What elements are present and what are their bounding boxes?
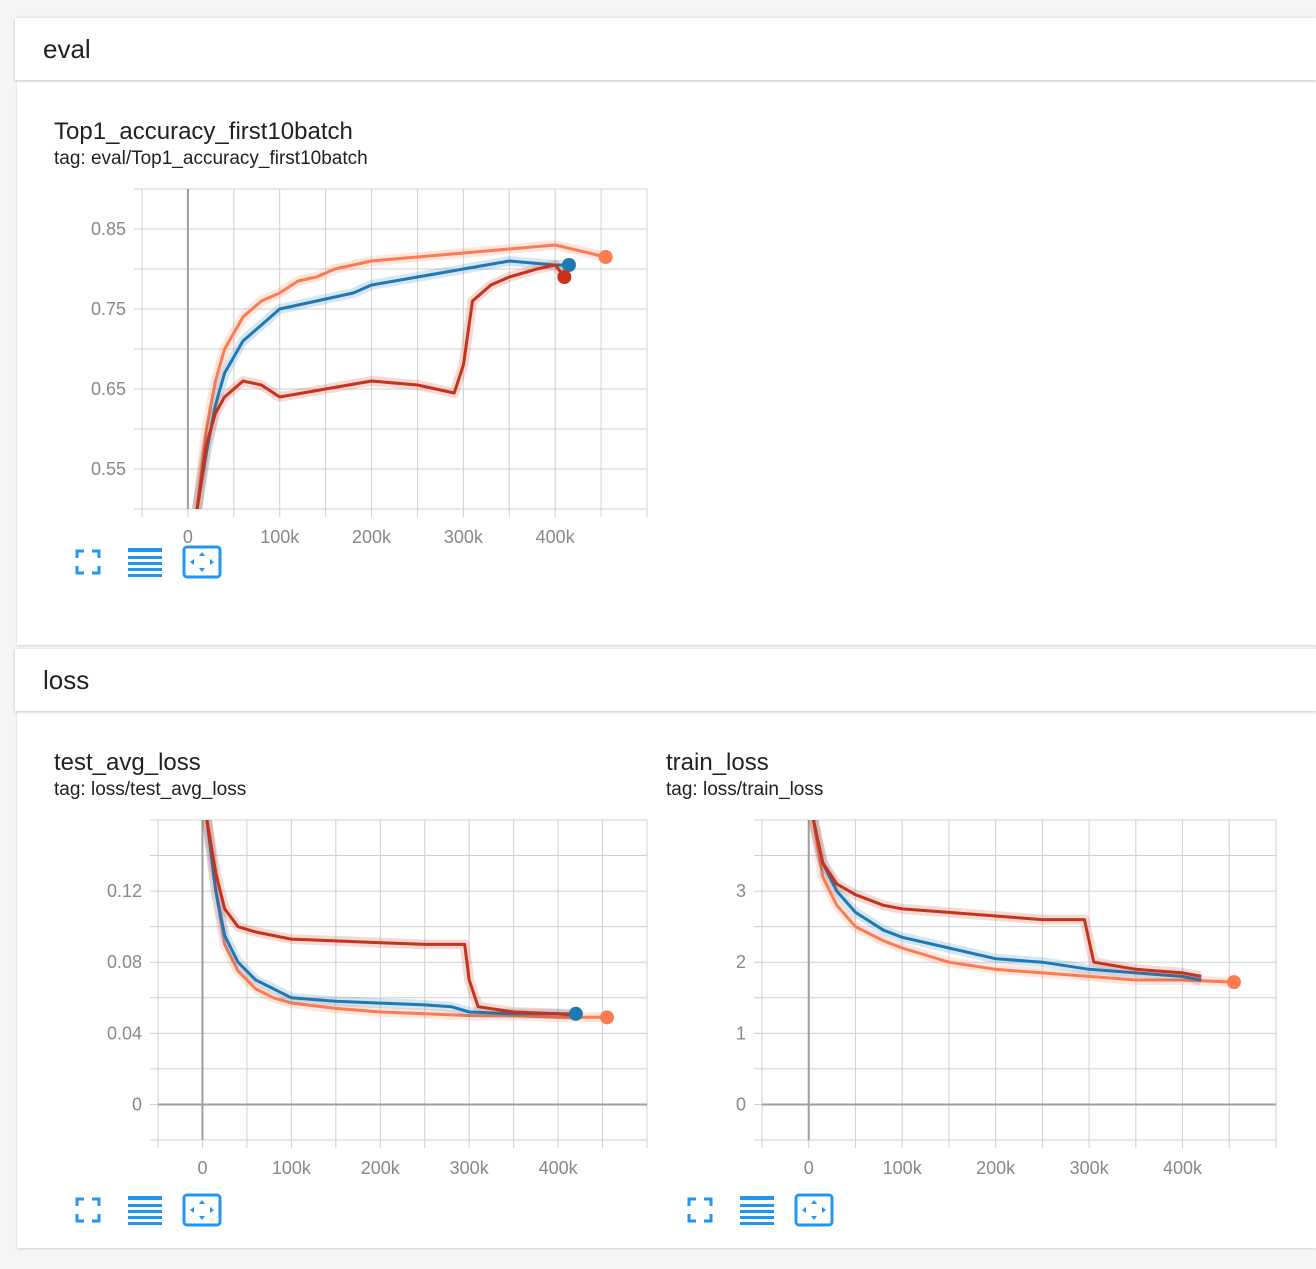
x-tick-label: 300k bbox=[1070, 1158, 1110, 1175]
fullscreen-button[interactable] bbox=[679, 1192, 721, 1228]
fullscreen-button[interactable] bbox=[67, 1192, 109, 1228]
y-tick-label: 0.12 bbox=[107, 881, 142, 901]
y-tick-label: 0.08 bbox=[107, 952, 142, 972]
y-tick-label: 0.55 bbox=[91, 459, 126, 479]
x-tick-label: 400k bbox=[539, 1158, 579, 1175]
series-end-marker bbox=[557, 270, 571, 284]
x-tick-label: 400k bbox=[1163, 1158, 1203, 1175]
series-end-marker bbox=[562, 258, 576, 272]
series-band bbox=[813, 820, 1201, 976]
line-chart[interactable]: 0 100k 200k 300k 400k 0.55 0.65 0.75 0.85 bbox=[17, 174, 657, 544]
series-end-marker bbox=[600, 1010, 614, 1024]
x-tick-label: 200k bbox=[976, 1158, 1016, 1175]
x-tick-label: 100k bbox=[883, 1158, 923, 1175]
y-tick-label: 0.85 bbox=[91, 219, 126, 239]
x-tick-label: 100k bbox=[260, 527, 300, 544]
chart-card-train-loss: train_loss tag: loss/train_loss 0 100k 200… bbox=[629, 749, 1249, 1269]
data-table-button[interactable] bbox=[124, 544, 166, 580]
card-title: train_loss bbox=[666, 749, 769, 777]
x-tick-label: 300k bbox=[444, 527, 484, 544]
x-tick-label: 200k bbox=[352, 527, 392, 544]
chart-card-top1: Top1_accuracy_first10batch tag: eval/Top… bbox=[17, 118, 637, 638]
y-tick-label: 0.75 bbox=[91, 299, 126, 319]
line-chart[interactable]: 0 100k 200k 300k 400k 0 0.04 0.08 0.12 bbox=[17, 805, 657, 1175]
x-tick-label: 0 bbox=[804, 1158, 814, 1175]
data-table-button[interactable] bbox=[124, 1192, 166, 1228]
series-end-marker bbox=[599, 250, 613, 264]
fit-domain-icon bbox=[182, 1193, 222, 1227]
card-tag: tag: loss/test_avg_loss bbox=[54, 779, 246, 801]
series-group bbox=[813, 820, 1234, 982]
y-tick-label: 0.65 bbox=[91, 379, 126, 399]
fullscreen-icon bbox=[686, 1196, 714, 1224]
fit-domain-button[interactable] bbox=[181, 1192, 223, 1228]
x-tick-label: 100k bbox=[272, 1158, 312, 1175]
fit-domain-button[interactable] bbox=[181, 544, 223, 580]
section-body-eval: Top1_accuracy_first10batch tag: eval/Top… bbox=[17, 80, 1316, 645]
section-body-loss: test_avg_loss tag: loss/test_avg_loss 0 1… bbox=[17, 711, 1316, 1248]
data-table-icon bbox=[739, 1195, 775, 1225]
y-tick-label: 0 bbox=[132, 1094, 142, 1114]
fullscreen-icon bbox=[74, 1196, 102, 1224]
x-tick-label: 0 bbox=[197, 1158, 207, 1175]
chart-card-test-loss: test_avg_loss tag: loss/test_avg_loss 0 1… bbox=[17, 749, 637, 1269]
data-table-button[interactable] bbox=[736, 1192, 778, 1228]
fit-domain-button[interactable] bbox=[793, 1192, 835, 1228]
y-tick-label: 0.04 bbox=[107, 1023, 142, 1043]
fit-domain-icon bbox=[182, 545, 222, 579]
fit-domain-icon bbox=[794, 1193, 834, 1227]
fullscreen-icon bbox=[74, 548, 102, 576]
line-chart[interactable]: 0 100k 200k 300k 400k 0 1 2 3 bbox=[629, 805, 1279, 1175]
series-end-marker bbox=[569, 1007, 583, 1021]
y-tick-label: 2 bbox=[736, 952, 746, 972]
x-tick-label: 200k bbox=[361, 1158, 401, 1175]
card-title: test_avg_loss bbox=[54, 749, 201, 777]
data-table-icon bbox=[127, 547, 163, 577]
series-group bbox=[207, 820, 607, 1017]
series-end-marker bbox=[1227, 975, 1241, 989]
data-table-icon bbox=[127, 1195, 163, 1225]
section-header-loss[interactable]: loss bbox=[15, 649, 1316, 711]
section-title: eval bbox=[43, 34, 91, 65]
y-tick-label: 0 bbox=[736, 1094, 746, 1114]
section-header-eval[interactable]: eval bbox=[15, 18, 1316, 80]
y-tick-label: 1 bbox=[736, 1023, 746, 1043]
y-tick-label: 3 bbox=[736, 881, 746, 901]
x-tick-label: 300k bbox=[450, 1158, 490, 1175]
card-title: Top1_accuracy_first10batch bbox=[54, 118, 353, 146]
card-tag: tag: eval/Top1_accuracy_first10batch bbox=[54, 148, 368, 170]
series-line bbox=[207, 820, 576, 1014]
x-tick-label: 400k bbox=[536, 527, 576, 544]
card-tag: tag: loss/train_loss bbox=[666, 779, 823, 801]
x-tick-label: 0 bbox=[183, 527, 193, 544]
fullscreen-button[interactable] bbox=[67, 544, 109, 580]
section-title: loss bbox=[43, 665, 89, 696]
